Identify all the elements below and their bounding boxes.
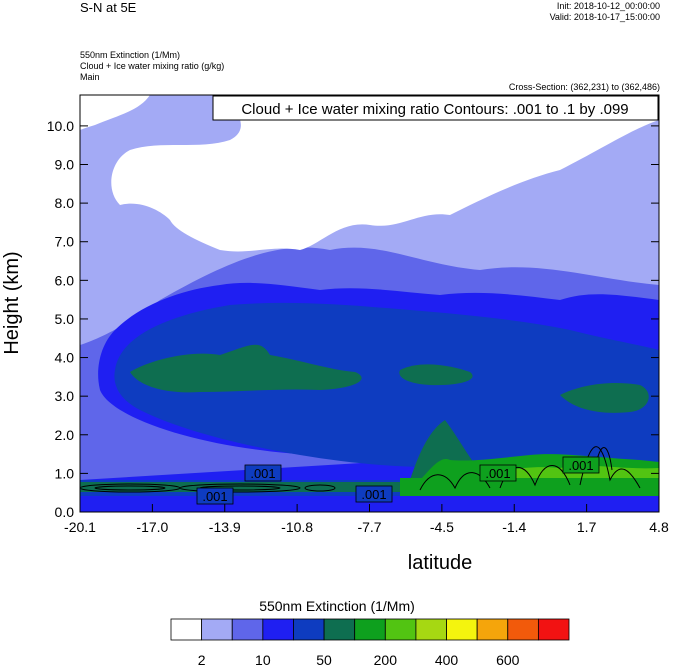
contour-labels: .001 .001 .001 .001 .001: [196, 456, 600, 505]
variable-label-extinction: 550nm Extinction (1/Mm): [80, 50, 181, 60]
x-tick-label: -20.1: [64, 519, 96, 535]
chart-title: Cloud + Ice water mixing ratio Contours:…: [241, 101, 628, 118]
init-time: Init: 2018-10-12_00:00:00: [556, 1, 660, 11]
x-tick-label: -1.4: [502, 519, 526, 535]
y-tick-label: 5.0: [55, 311, 75, 327]
x-tick-label: -7.7: [357, 519, 381, 535]
time-info: Init: 2018-10-12_00:00:00 Valid: 2018-10…: [550, 1, 660, 23]
colorbar-tick-label: 2: [197, 652, 206, 668]
colorbar-swatch: [170, 618, 203, 641]
contour-label: .001: [568, 458, 593, 473]
contour-label: .001: [202, 489, 227, 504]
y-tick-label: 6.0: [55, 272, 75, 288]
domain-label: Main: [80, 72, 100, 82]
x-tick-label: -13.9: [209, 519, 241, 535]
colorbar-swatch: [231, 618, 264, 641]
x-tick-label: 1.7: [577, 519, 597, 535]
valid-time: Valid: 2018-10-17_15:00:00: [549, 12, 660, 22]
plot-title: S-N at 5E: [80, 0, 137, 15]
colorbar: [170, 618, 570, 641]
colorbar-swatch: [384, 618, 417, 641]
colorbar-swatch: [507, 618, 539, 641]
contour-label: .001: [361, 487, 386, 502]
colorbar-swatch: [323, 618, 356, 641]
y-tick-label: 9.0: [55, 157, 75, 173]
y-axis: 0.0 1.0 2.0 3.0 4.0 5.0 6.0 7.0 8.0 9.0 10.0: [47, 118, 659, 520]
y-tick-label: 1.0: [55, 465, 75, 481]
extinction-field: [80, 95, 659, 512]
contour-label: .001: [485, 466, 510, 481]
colorbar-tick-label: 10: [255, 652, 271, 668]
colorbar-tick-label: 50: [316, 652, 332, 668]
colorbar-tick-label: 600: [496, 652, 520, 668]
contour-title-box: [212, 95, 659, 121]
colorbar-swatch: [262, 618, 294, 641]
cross-section-label: Cross-Section: (362,231) to (362,486): [508, 82, 660, 92]
x-axis-label: latitude: [408, 552, 473, 574]
y-tick-label: 0.0: [55, 504, 75, 520]
y-tick-label: 2.0: [55, 427, 75, 443]
y-tick-label: 8.0: [55, 195, 75, 211]
contour-label: .001: [250, 466, 275, 481]
colorbar-swatch: [354, 618, 386, 641]
colorbar-swatch: [415, 618, 447, 641]
colorbar-swatch: [537, 618, 570, 641]
colorbar-tick-label: 200: [373, 652, 397, 668]
x-tick-label: -17.0: [136, 519, 168, 535]
y-tick-label: 3.0: [55, 388, 75, 404]
colorbar-swatch: [446, 618, 478, 641]
colorbar-swatch: [476, 618, 509, 641]
colorbar-swatch: [201, 618, 233, 641]
y-tick-label: 7.0: [55, 234, 75, 250]
x-axis: -20.1 -17.0 -13.9 -10.8 -7.7 -4.5 -1.4 1.7 4.8: [64, 504, 669, 535]
colorbar-swatch: [293, 618, 325, 641]
x-tick-label: -4.5: [430, 519, 454, 535]
colorbar-title: 550nm Extinction (1/Mm): [259, 598, 415, 614]
y-tick-label: 10.0: [47, 118, 74, 134]
colorbar-tick-label: 400: [434, 652, 459, 668]
y-tick-label: 4.0: [55, 350, 75, 366]
x-tick-label: 4.8: [649, 519, 669, 535]
y-axis-label: Height (km): [1, 251, 23, 354]
x-tick-label: -10.8: [281, 519, 313, 535]
variable-label-cloud: Cloud + Ice water mixing ratio (g/kg): [80, 61, 225, 71]
